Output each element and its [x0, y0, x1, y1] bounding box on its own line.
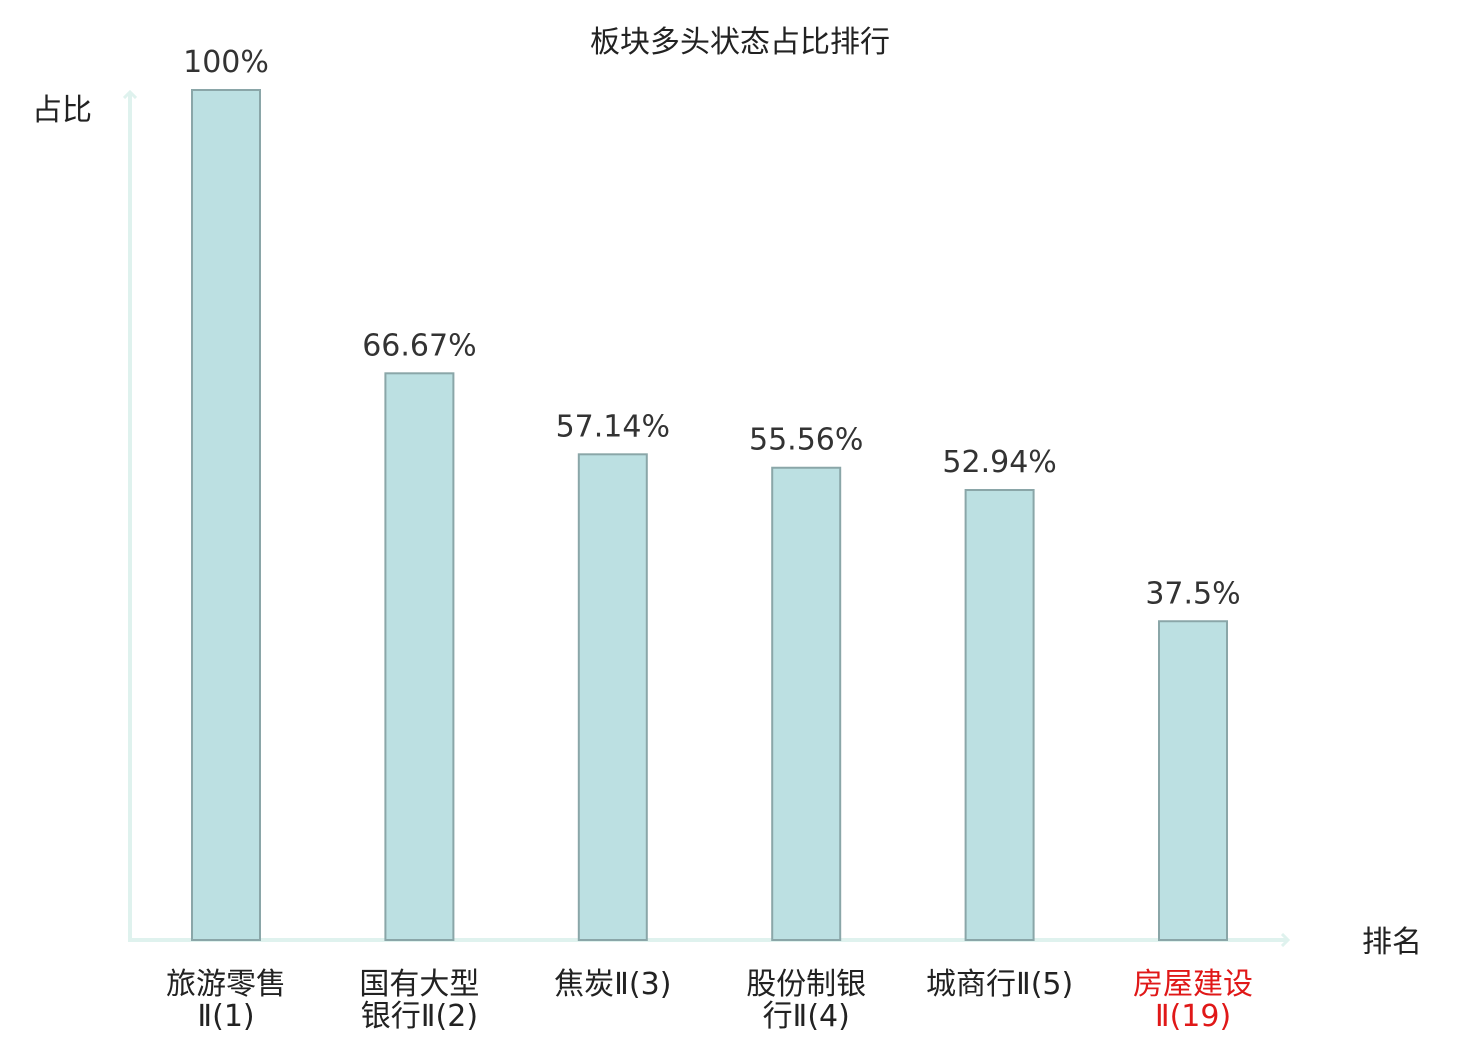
category-label: 国有大型银行Ⅱ(2): [359, 967, 479, 1034]
chart-title: 板块多头状态占比排行: [590, 25, 890, 60]
bars-group: [191, 89, 1228, 941]
category-label: 城商行Ⅱ(5): [926, 967, 1073, 1002]
x-axis-label: 排名: [1362, 925, 1422, 960]
data-label: 66.67%: [362, 328, 476, 363]
category-label: 旅游零售 Ⅱ(1): [166, 967, 286, 1034]
data-label: 57.14%: [556, 409, 670, 444]
bar: [964, 489, 1035, 941]
bar: [384, 372, 455, 941]
bar: [577, 453, 648, 941]
data-label: 55.56%: [749, 423, 863, 458]
bar: [1158, 620, 1228, 941]
category-label: 焦炭Ⅱ(3): [554, 967, 671, 1002]
bar: [191, 89, 261, 941]
bar: [771, 466, 842, 941]
category-label: 房屋建设 Ⅱ(19): [1133, 967, 1253, 1034]
data-label: 52.94%: [942, 445, 1056, 480]
value-labels-group: 100% 66.67% 57.14% 55.56% 52.94% 37.5%: [183, 45, 1241, 611]
data-label: 100%: [183, 45, 269, 80]
y-axis-label: 占比: [32, 93, 92, 128]
category-label: 股份制银行Ⅱ(4): [746, 967, 866, 1034]
category-labels-group: 旅游零售 Ⅱ(1) 国有大型银行Ⅱ(2) 焦炭Ⅱ(3) 股份制银行Ⅱ(4) 城商行Ⅱ(5)…: [166, 967, 1253, 1034]
data-label: 37.5%: [1145, 576, 1240, 611]
